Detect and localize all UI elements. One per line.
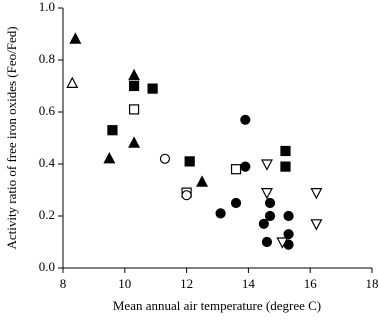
- point: [230, 197, 242, 209]
- point: [240, 161, 251, 172]
- point: [196, 175, 209, 187]
- point: [181, 190, 192, 201]
- x-axis-label: Mean annual air temperature (degree C): [113, 298, 321, 313]
- point: [258, 218, 269, 229]
- point: [128, 68, 141, 81]
- x-tick-label: 16: [304, 276, 318, 291]
- point: [147, 83, 158, 94]
- point: [260, 188, 273, 200]
- point: [215, 208, 226, 219]
- point: [128, 80, 140, 92]
- point: [128, 136, 141, 148]
- y-tick-label: 0.2: [39, 207, 55, 222]
- x-tick-label: 14: [242, 276, 256, 291]
- point: [69, 32, 82, 44]
- point: [264, 197, 276, 209]
- point: [103, 152, 116, 164]
- x-tick-label: 10: [118, 276, 131, 291]
- y-tick-label: 0.8: [39, 51, 55, 66]
- point: [280, 161, 291, 172]
- y-tick-label: 1.0: [39, 0, 55, 14]
- point: [184, 156, 195, 167]
- point: [159, 153, 171, 164]
- y-tick-label: 0.6: [39, 103, 56, 118]
- point: [240, 114, 251, 125]
- y-tick-label: 0.0: [39, 259, 55, 274]
- x-tick-label: 8: [60, 276, 67, 291]
- point: [230, 164, 242, 175]
- point: [264, 210, 276, 222]
- point: [310, 219, 323, 231]
- y-tick-label: 0.4: [39, 155, 56, 170]
- point: [261, 236, 273, 248]
- point: [276, 237, 289, 249]
- point: [283, 210, 294, 222]
- point: [128, 104, 140, 115]
- point: [310, 188, 323, 200]
- point: [66, 76, 79, 89]
- x-tick-label: 18: [366, 276, 379, 291]
- point: [107, 125, 118, 136]
- point: [260, 159, 273, 171]
- y-axis-label: Activity ratio of free iron oxides (Feo/…: [4, 26, 19, 249]
- x-tick-label: 12: [180, 276, 193, 291]
- point: [280, 145, 291, 157]
- point: [283, 229, 294, 240]
